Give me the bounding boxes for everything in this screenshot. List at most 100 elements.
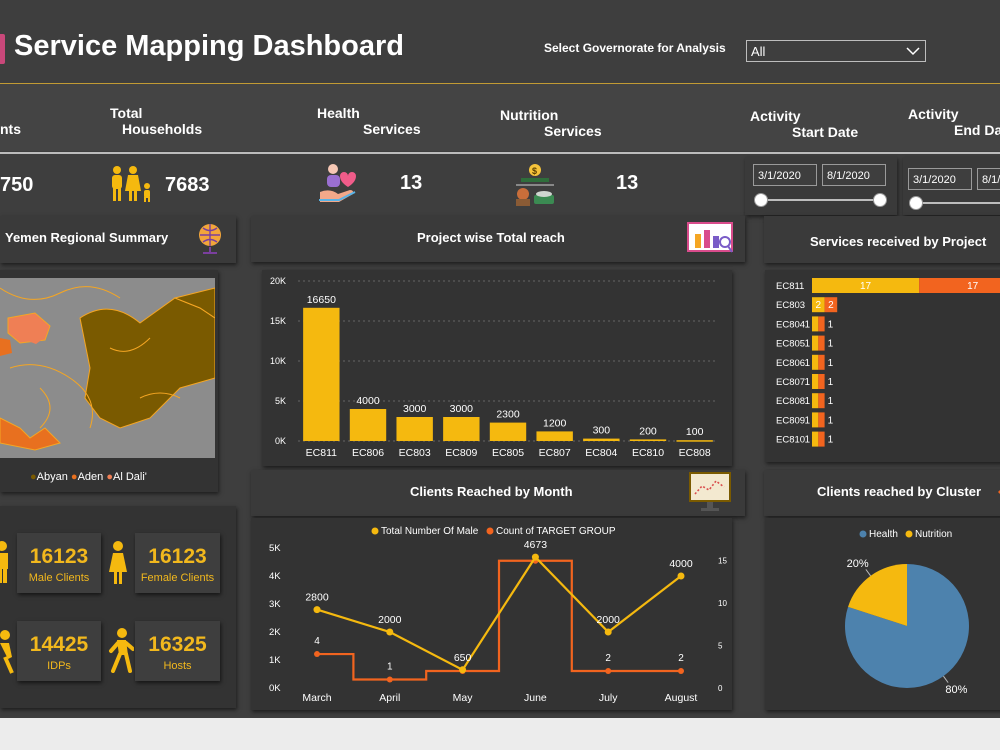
target-group-point[interactable] xyxy=(386,676,393,683)
bar-ec811[interactable] xyxy=(303,307,340,441)
pie-slice-nutrition[interactable] xyxy=(848,564,907,626)
services-bar-nutrition[interactable] xyxy=(919,278,1000,293)
start-date-label-line2: Start Date xyxy=(792,124,859,140)
target-group-step-line[interactable] xyxy=(317,559,681,681)
line-chart-left-tick: 4K xyxy=(269,571,281,582)
male-series-data-label: 2000 xyxy=(378,614,402,626)
services-bar-nutrition[interactable] xyxy=(818,374,825,389)
bar-chart-y-tick: 20K xyxy=(270,276,286,286)
health-kpi-value: 13 xyxy=(400,172,423,194)
health-kpi-label-line2: Services xyxy=(363,121,421,137)
services-project-row-label: EC809 xyxy=(776,415,805,426)
bar-chart-x-label: EC804 xyxy=(585,447,617,459)
line-chart-left-tick: 3K xyxy=(269,599,281,610)
male-series-point[interactable] xyxy=(386,628,394,636)
bar-ec805[interactable] xyxy=(489,422,527,441)
target-group-point[interactable] xyxy=(678,668,684,675)
start-date-slider-track[interactable] xyxy=(761,199,881,201)
end-date-to-input[interactable]: 8/1/ xyxy=(977,168,1000,190)
services-bar-health[interactable] xyxy=(812,374,819,389)
start-date-from-input[interactable]: 3/1/2020 xyxy=(753,164,817,186)
male-series-line[interactable] xyxy=(316,555,682,672)
services-bar-nutrition[interactable] xyxy=(824,297,838,313)
bar-ec807[interactable] xyxy=(536,431,573,441)
services-bar-health[interactable] xyxy=(812,412,819,428)
end-date-from-input[interactable]: 3/1/2020 xyxy=(908,168,972,190)
bar-data-label: 3000 xyxy=(403,403,427,415)
kpi-label-row xyxy=(0,84,1000,151)
idps-value: 14425 xyxy=(29,633,89,656)
services-bar-health[interactable] xyxy=(812,431,819,447)
services-bar-nutrition[interactable] xyxy=(818,335,825,351)
bar-chart-x-label: EC805 xyxy=(492,447,524,459)
governorate-dropdown[interactable]: All xyxy=(746,40,926,62)
bar-ec809[interactable] xyxy=(443,417,480,441)
line-chart-x-label: June xyxy=(524,692,547,704)
start-date-slider-max-handle[interactable] xyxy=(873,193,887,207)
services-bar-nutrition[interactable] xyxy=(818,431,825,447)
services-bar-value-label: 1 xyxy=(828,415,834,426)
male-series-point[interactable] xyxy=(459,666,467,674)
client-stats-panel: 16123 Male Clients 16123 Female Clients … xyxy=(0,506,236,708)
clients-month-title: Clients Reached by Month xyxy=(410,484,573,499)
yemen-region-map[interactable] xyxy=(0,278,215,458)
services-bar-nutrition[interactable] xyxy=(818,412,825,428)
services-bar-health[interactable] xyxy=(812,297,825,313)
services-project-header: Services received by Project xyxy=(764,216,1000,263)
bar-data-label: 2300 xyxy=(496,409,520,421)
legend-dot-abyan: ● xyxy=(30,471,37,483)
pie-leader-line xyxy=(865,569,871,577)
households-kpi-value: 7683 xyxy=(165,174,210,196)
start-date-to-input[interactable]: 8/1/2020 xyxy=(822,164,886,186)
bar-chart-x-label: EC811 xyxy=(306,447,337,459)
services-bar-health[interactable] xyxy=(812,316,819,332)
services-bar-health[interactable] xyxy=(812,393,819,409)
clients-month-header: Clients Reached by Month xyxy=(251,470,745,516)
end-date-slider-track[interactable] xyxy=(916,202,1000,204)
services-bar-nutrition[interactable] xyxy=(818,354,825,370)
male-series-data-label: 650 xyxy=(454,652,472,664)
line-chart-x-label: March xyxy=(302,692,331,704)
nutrition-kpi-label-line1: Nutrition xyxy=(500,107,559,123)
target-group-data-label: 2 xyxy=(678,653,684,664)
services-project-row-label: EC810 xyxy=(776,435,805,446)
legend-label-abyan: Abyan xyxy=(36,471,68,483)
male-series-point[interactable] xyxy=(531,553,539,561)
end-date-slider-min-handle[interactable] xyxy=(909,196,923,210)
services-bar-health[interactable] xyxy=(812,335,819,351)
bar-ec804[interactable] xyxy=(583,438,620,441)
idp-walking-icon xyxy=(0,630,14,674)
regional-summary-title: Yemen Regional Summary xyxy=(5,230,169,245)
target-group-point[interactable] xyxy=(605,668,612,675)
legend-label-aden: Aden xyxy=(77,471,104,483)
services-bar-health[interactable] xyxy=(812,354,819,370)
bar-chart-x-label: EC807 xyxy=(539,447,571,459)
nutrition-kpi-label-line2: Services xyxy=(544,123,602,139)
bar-chart-y-tick: 0K xyxy=(275,436,286,446)
target-group-point[interactable] xyxy=(314,651,320,658)
bar-ec803[interactable] xyxy=(396,417,433,441)
male-series-point[interactable] xyxy=(313,606,321,614)
male-series-point[interactable] xyxy=(677,572,685,580)
bar-ec806[interactable] xyxy=(349,409,387,441)
bar-ec808[interactable] xyxy=(676,440,713,442)
services-bar-value-label: 1 xyxy=(828,435,834,446)
globe-icon xyxy=(199,224,221,254)
services-bar-health[interactable] xyxy=(812,278,920,293)
male-series-data-label: 2000 xyxy=(597,614,621,626)
services-bar-nutrition[interactable] xyxy=(818,393,825,409)
target-group-data-label: 1 xyxy=(387,662,393,673)
services-bar-value-label: 1 xyxy=(804,339,810,350)
hosts-value: 16325 xyxy=(148,633,207,656)
start-date-slider-min-handle[interactable] xyxy=(754,193,768,207)
nutrition-kpi-value: 13 xyxy=(616,172,639,194)
services-bar-value-label: 17 xyxy=(967,281,979,292)
pie-legend-health-marker xyxy=(859,530,867,538)
line-chart-x-label: July xyxy=(599,692,618,704)
end-date-label-line1: Activity xyxy=(908,106,959,122)
project-reach-title: Project wise Total reach xyxy=(417,230,565,245)
services-bar-nutrition[interactable] xyxy=(818,316,825,332)
bar-ec810[interactable] xyxy=(629,439,667,441)
male-series-point[interactable] xyxy=(604,628,612,636)
